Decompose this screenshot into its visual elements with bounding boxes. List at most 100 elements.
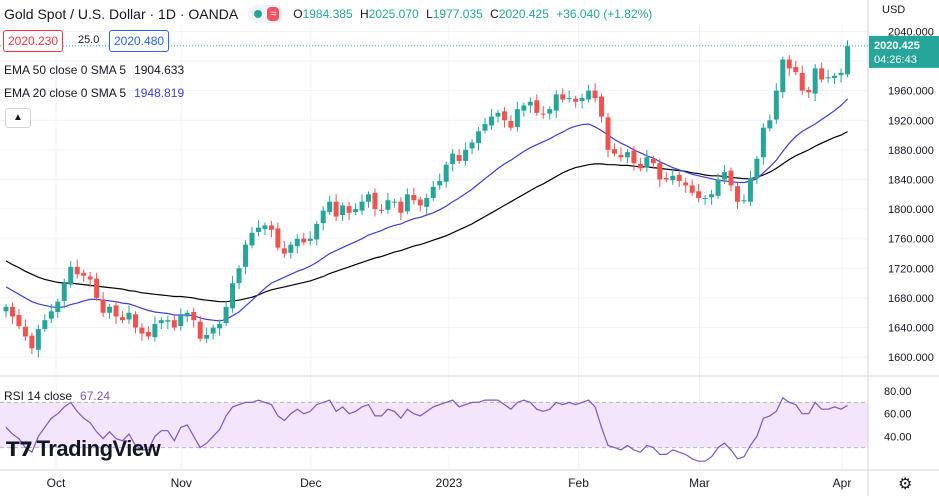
candle — [74, 259, 80, 279]
candle-body — [68, 266, 74, 285]
candle — [663, 172, 669, 183]
candle — [366, 191, 372, 208]
candle — [825, 69, 831, 83]
candle-body — [353, 209, 359, 213]
candle-body — [152, 323, 158, 338]
candle — [553, 89, 559, 119]
symbol-title[interactable]: Gold Spot / U.S. Dollar · 1D · OANDA — [4, 6, 239, 22]
sma-legend[interactable]: EMA 20 close 0 SMA 5 1948.819 — [4, 86, 184, 100]
candle-body — [327, 201, 333, 213]
candle — [29, 332, 35, 355]
candle — [650, 155, 656, 170]
candle — [534, 94, 540, 116]
x-tick-label: Feb — [568, 476, 589, 490]
candle-body — [120, 317, 126, 321]
candle — [469, 139, 475, 155]
candle — [307, 231, 313, 246]
rsi-line — [5, 396, 848, 462]
gear-icon[interactable]: ⚙ — [898, 476, 913, 493]
tradingview-logo[interactable]: 𝗧𝟳 TradingView — [6, 436, 161, 462]
candle — [3, 303, 9, 318]
candle — [644, 149, 650, 173]
rsi-tick-label: 60.00 — [884, 409, 912, 421]
candle — [521, 102, 527, 117]
close-value: 2020.425 — [498, 7, 549, 21]
candle-body — [398, 201, 404, 213]
candle — [767, 114, 773, 132]
candle-body — [29, 335, 35, 349]
candle-body — [100, 299, 106, 313]
candle-body — [476, 131, 482, 144]
candle — [728, 167, 734, 192]
candle — [236, 265, 242, 290]
close-label: C — [490, 7, 499, 21]
candle-body — [747, 178, 753, 202]
candle-body — [255, 227, 261, 233]
candle — [288, 241, 294, 259]
candle-body — [230, 283, 236, 309]
candle — [113, 300, 119, 324]
candle-body — [378, 209, 384, 211]
candle — [482, 118, 488, 134]
market-status-pill[interactable]: ≈ — [248, 5, 284, 23]
candle-body — [780, 59, 786, 93]
candle-body — [456, 155, 462, 161]
candle-body — [637, 163, 643, 169]
candle-body — [359, 201, 365, 211]
logo-text: TradingView — [36, 436, 161, 461]
candle — [741, 194, 747, 204]
candle-body — [294, 238, 300, 247]
sell-button[interactable]: 2020.230 — [3, 30, 64, 52]
candle-body — [171, 320, 177, 328]
candle — [463, 142, 469, 166]
candle-body — [501, 111, 507, 121]
candle — [87, 272, 93, 287]
x-tick-label: Mar — [689, 476, 710, 490]
y-tick-label: 1640.000 — [888, 323, 934, 335]
candle-body — [35, 329, 41, 350]
candle-body — [42, 320, 48, 330]
candle — [592, 83, 598, 103]
candle-body — [599, 96, 605, 117]
candle-body — [592, 90, 598, 99]
buy-button[interactable]: 2020.480 — [109, 30, 170, 52]
candle — [191, 307, 197, 328]
rsi-tick-label: 40.00 — [884, 431, 912, 443]
candle-body — [806, 89, 812, 93]
y-tick-label: 1760.000 — [888, 234, 934, 246]
candle — [845, 40, 851, 78]
candle-body — [760, 127, 766, 158]
candle — [430, 180, 436, 201]
candle — [132, 311, 138, 334]
candle — [579, 93, 585, 109]
market-open-dot-icon — [254, 10, 263, 18]
candle-body — [314, 223, 320, 240]
candle-body — [94, 278, 100, 298]
candle-body — [754, 158, 760, 179]
candle-body — [3, 306, 9, 312]
y-tick-label: 1600.000 — [888, 352, 934, 364]
candle — [618, 147, 624, 162]
candle-body — [741, 200, 747, 202]
rsi-legend-value: 67.24 — [80, 389, 111, 403]
candle-body — [676, 175, 682, 181]
candle-body — [845, 46, 851, 75]
x-tick-label: 2023 — [436, 476, 463, 490]
low-value: 1977.035 — [432, 7, 483, 21]
candle — [832, 72, 838, 84]
candle — [48, 303, 54, 324]
candle — [126, 305, 132, 324]
candle — [495, 109, 501, 123]
candle — [275, 222, 281, 251]
candle-body — [553, 94, 559, 111]
y-tick-label: 1960.000 — [888, 86, 934, 98]
candle-body — [799, 72, 805, 91]
rsi-legend[interactable]: RSI 14 close 67.24 — [4, 389, 110, 403]
candle-body — [547, 109, 553, 114]
ema-legend[interactable]: EMA 50 close 0 SMA 5 1904.633 — [4, 63, 184, 77]
candle — [715, 173, 721, 199]
currency-label[interactable]: USD — [882, 4, 906, 16]
collapse-legend-button[interactable]: ▲ — [5, 108, 31, 128]
